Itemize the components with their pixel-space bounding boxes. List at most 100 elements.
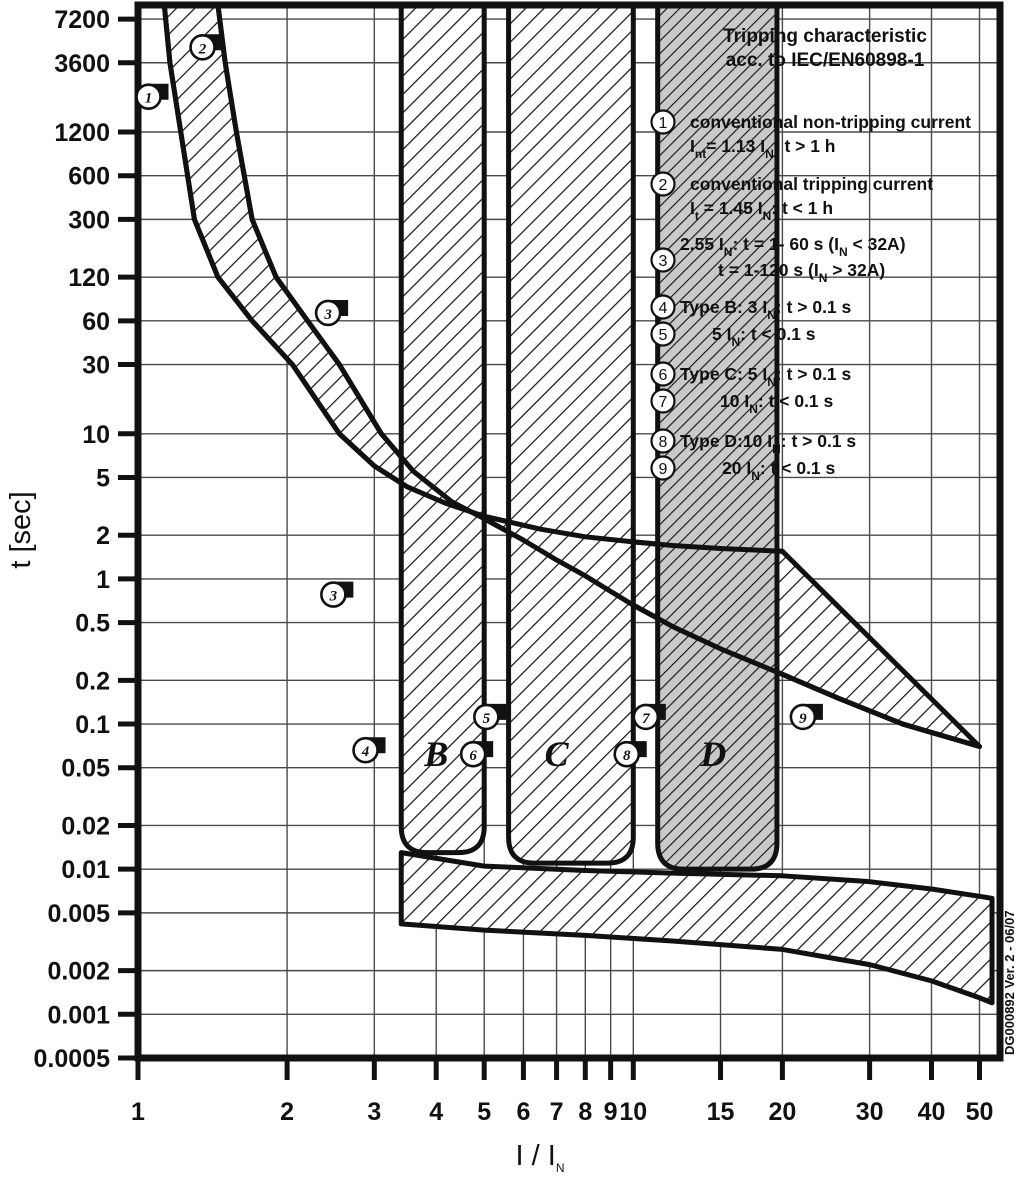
legend-bullet-circle	[650, 109, 676, 135]
x-tick-label: 5	[477, 1098, 491, 1126]
legend-item-3-bullet: 3	[650, 247, 676, 273]
legend-item-9-text: 20 IN: t < 0.1 s	[722, 458, 836, 483]
x-tick-label: 15	[707, 1098, 735, 1126]
legend-bullet-circle	[650, 388, 676, 414]
curve-bands-layer	[161, 5, 995, 1006]
band-letter-B: B	[423, 734, 448, 774]
x-tick-label: 2	[280, 1098, 294, 1126]
callout-markers-layer: 1 2 3 3 4 5 6 7 8 9	[135, 34, 823, 768]
callout-number: 2	[198, 41, 207, 57]
callout-circle	[189, 34, 216, 61]
callout-marker-1: 1	[135, 83, 169, 111]
legend-bullet-number: 8	[659, 434, 668, 451]
callout-number: 3	[329, 589, 338, 605]
callout-marker-7: 7	[632, 703, 666, 731]
y-tick-label: 300	[68, 206, 110, 234]
callout-circle	[632, 703, 660, 731]
type-C-band	[506, 5, 636, 866]
legend-bullet-circle	[650, 455, 676, 481]
callout-marker-8: 8	[613, 740, 647, 768]
callout-number: 3	[323, 307, 332, 323]
x-tick-label: 40	[918, 1098, 946, 1126]
watermark-text: DG000892 Ver. 2 - 06/07	[1002, 910, 1017, 1055]
callout-circle	[613, 740, 641, 768]
x-axis-tick-labels: 1 2 3 4 5 6 7 8 9 10 15 20 30 40 50	[131, 1098, 993, 1126]
x-tick-label: 30	[856, 1098, 884, 1126]
legend-bullet-number: 5	[659, 327, 668, 344]
legend-item-8-bullet: 8	[650, 428, 676, 454]
legend-item-4-text: Type B: 3 IN: t > 0.1 s	[680, 297, 852, 322]
callout-number: 1	[145, 91, 153, 107]
x-tick-label: 10	[619, 1098, 647, 1126]
x-tick-label: 9	[604, 1098, 618, 1126]
legend-item-8-text: Type D:10 IN: t > 0.1 s	[680, 431, 856, 456]
legend-title-line1: Tripping characteristic	[723, 26, 927, 47]
x-tick-label: 6	[516, 1098, 530, 1126]
callout-marker-2: 2	[189, 34, 223, 61]
callout-circle	[789, 703, 817, 731]
legend-bullet-number: 1	[659, 115, 668, 132]
thermal-lower-boundary	[215, 5, 982, 750]
thermal-upper-boundary	[161, 5, 785, 554]
legend-item-1-bullet: 1	[650, 109, 676, 135]
y-tick-label: 0.05	[61, 755, 110, 783]
y-tick-label: 0.005	[47, 900, 110, 928]
y-tick-label: 0.5	[75, 610, 110, 638]
callout-marker-9: 9	[789, 703, 823, 731]
legend-bullet-number: 9	[659, 461, 668, 478]
x-axis-title: I / IN	[516, 1140, 565, 1175]
callout-marker-6: 6	[459, 740, 494, 768]
band-letters-layer: B C D	[423, 734, 726, 774]
x-axis-title-main: I / I	[516, 1140, 556, 1172]
y-tick-label: 120	[68, 264, 110, 292]
callout-number: 6	[469, 748, 477, 764]
plot-frame	[134, 1, 1004, 1062]
legend-item-6-bullet: 6	[650, 361, 676, 387]
legend-bullet-circle	[650, 247, 676, 273]
legend-item-3-line1: 2.55 IN: t = 1- 60 s (IN < 32A)	[680, 234, 906, 259]
legend-item-4-bullet: 4	[650, 294, 676, 320]
legend-item-1-line2: Int= 1.13 IN: t > 1 h	[690, 136, 836, 161]
callout-circle	[320, 581, 347, 608]
y-tick-label: 7200	[54, 6, 110, 34]
y-tick-label: 60	[82, 308, 110, 336]
callout-circle	[314, 299, 342, 327]
y-tick-label: 0.002	[47, 958, 110, 986]
legend-title-line2: acc. to IEC/EN60898-1	[726, 50, 925, 71]
type-D-band	[655, 5, 780, 872]
legend-bullet-number: 3	[659, 253, 668, 270]
legend-item-9-bullet: 9	[650, 455, 676, 481]
callout-circle	[459, 740, 487, 768]
legend-item-1-line1: conventional non-tripping current	[690, 112, 971, 132]
legend-item-2-line2: It = 1.45 IN: t < 1 h	[690, 198, 833, 223]
callout-number: 4	[361, 744, 370, 760]
y-tick-label: 0.2	[75, 667, 110, 695]
legend-bullet-number: 2	[659, 177, 668, 194]
callout-marker-5: 5	[473, 703, 507, 731]
callout-number: 8	[623, 748, 631, 764]
y-tick-label: 30	[82, 352, 110, 380]
x-tick-label: 20	[768, 1098, 796, 1126]
svg-text:I / IN: I / IN	[516, 1140, 565, 1175]
legend-bullet-circle	[650, 428, 676, 454]
legend-panel: Tripping characteristic acc. to IEC/EN608…	[650, 26, 971, 483]
legend-bullet-circle	[650, 294, 676, 320]
y-tick-label: 0.02	[61, 812, 110, 840]
y-tick-label: 3600	[54, 50, 110, 78]
type-B-band	[398, 5, 487, 856]
y-tick-label: 1200	[54, 119, 110, 147]
legend-item-2-bullet: 2	[650, 171, 676, 197]
band-letter-D: D	[699, 734, 726, 774]
y-axis-tick-labels: 7200 3600 1200 600 300 120 60 30 10 5 2 1 0.5 0.2 0.1 0…	[34, 6, 111, 1073]
callout-marker-4: 4	[352, 736, 386, 764]
legend-item-3-line2: t = 1-120 s (IN > 32A)	[718, 260, 885, 285]
axis-layer	[118, 1, 1004, 1080]
callout-number: 5	[483, 711, 491, 727]
x-tick-label: 3	[367, 1098, 381, 1126]
legend-item-7-bullet: 7	[650, 388, 676, 414]
callout-circle	[473, 703, 500, 731]
x-tick-label: 1	[131, 1098, 145, 1126]
callout-circle	[135, 83, 162, 111]
